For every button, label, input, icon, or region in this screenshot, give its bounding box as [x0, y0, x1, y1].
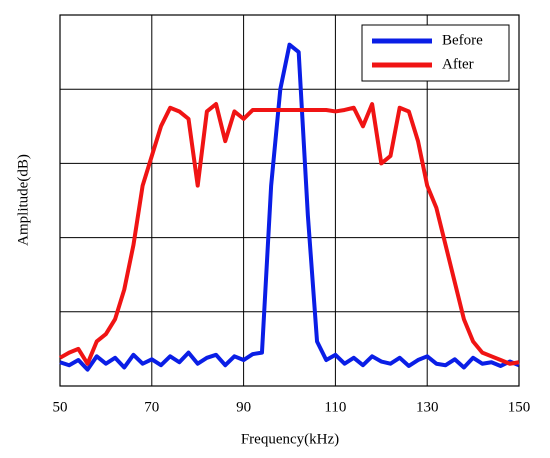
series-line	[59, 42, 520, 372]
y-axis-label: Amplitude(dB)	[15, 154, 31, 246]
legend-box	[361, 24, 510, 82]
x-tick-label: 50	[53, 399, 68, 415]
x-tick-label: 130	[416, 399, 439, 415]
x-tick-label: 110	[324, 399, 346, 415]
x-tick-label: 150	[508, 399, 531, 415]
legend-label: Before	[442, 32, 483, 48]
legend-label: After	[442, 56, 474, 72]
plot-frame	[59, 14, 520, 387]
x-axis-label: Frequency(kHz)	[241, 431, 339, 447]
x-tick-label: 70	[144, 399, 159, 415]
x-tick-label: 90	[236, 399, 251, 415]
series-line	[59, 102, 520, 366]
